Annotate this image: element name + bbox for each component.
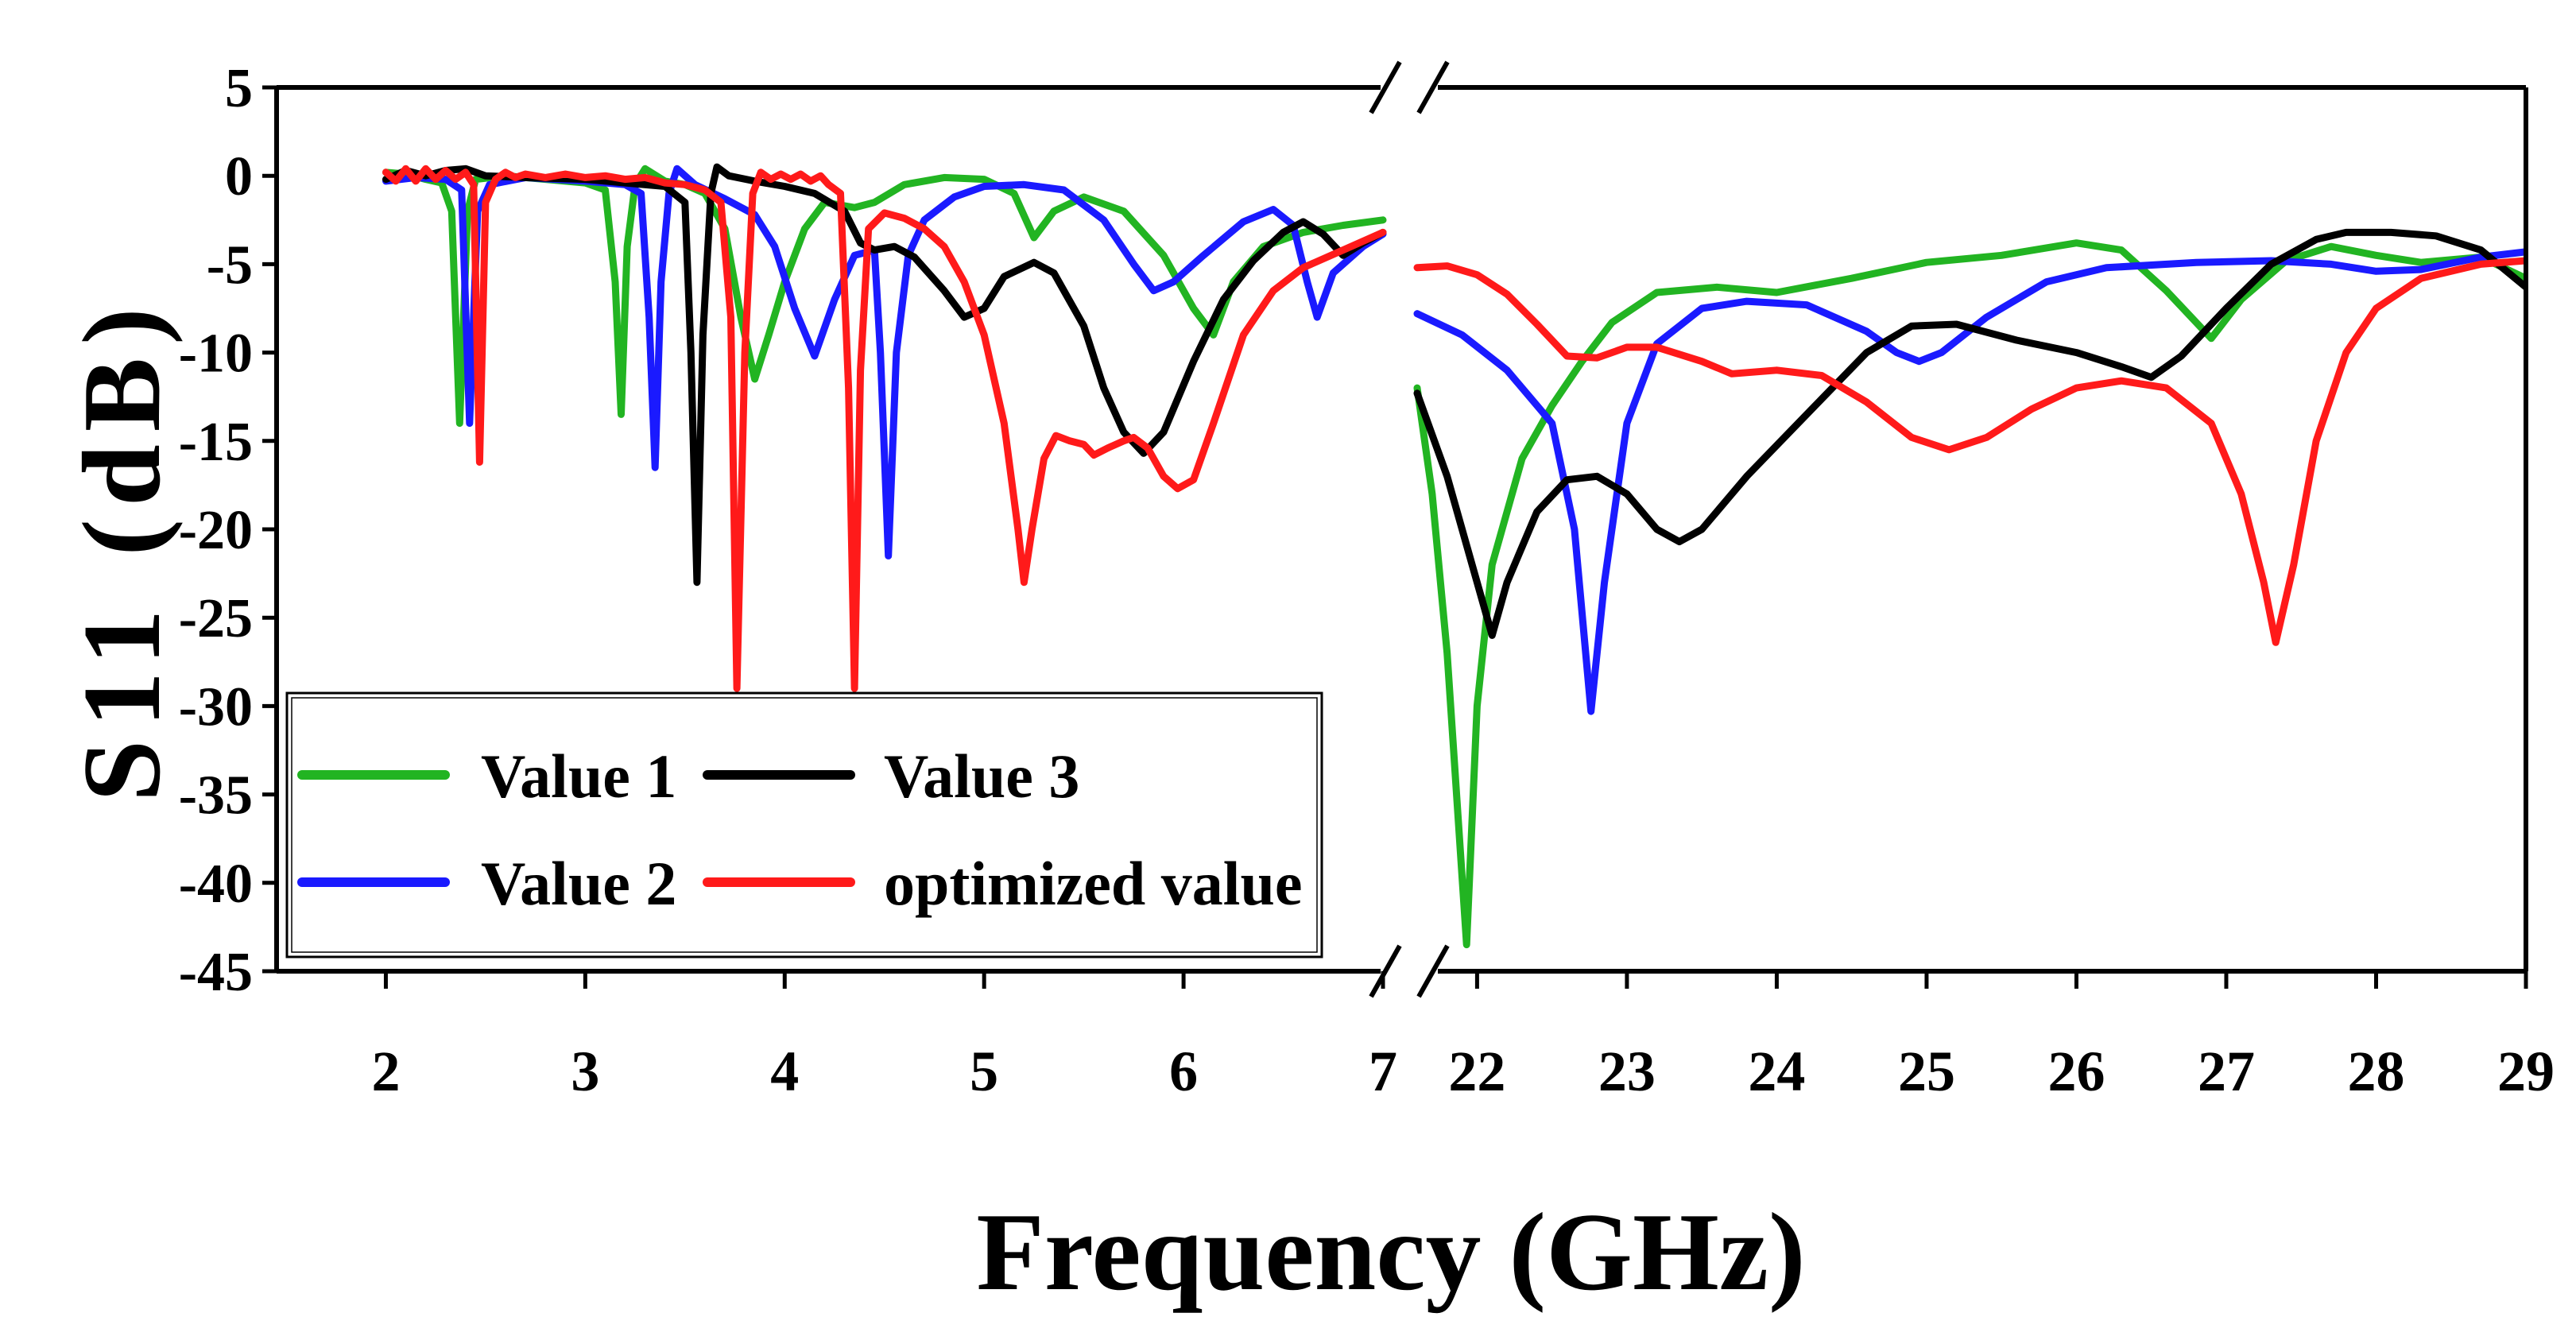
- y-tick-label: -15: [179, 412, 253, 473]
- y-tick-label: -40: [179, 854, 253, 915]
- y-tick-label: -45: [179, 942, 253, 1003]
- y-tick-label: -30: [179, 676, 253, 738]
- x-tick-label: 6: [1169, 1040, 1198, 1103]
- series-line-optimized-value-segment-2: [1413, 257, 2524, 646]
- legend: Value 1 Value 3 Value 2 optimized value: [285, 691, 1323, 959]
- legend-label-value-1: Value 1: [481, 742, 676, 811]
- x-tick-label: 2: [371, 1040, 400, 1103]
- legend-box-inner: [291, 697, 1318, 953]
- series-line-value-3-segment-2: [1413, 228, 2524, 639]
- x-axis-title: Frequency (GHz): [976, 1191, 1805, 1314]
- y-tick-label: -10: [179, 323, 253, 385]
- x-tick-label: 4: [770, 1040, 799, 1103]
- x-tick-label: 28: [2347, 1040, 2404, 1103]
- series-line-value-2-segment-2: [1413, 248, 2524, 715]
- y-tick-label: -20: [179, 500, 253, 561]
- series-layer: [382, 163, 2524, 949]
- x-tick-label: 29: [2497, 1040, 2555, 1103]
- x-tick-label: 23: [1598, 1040, 1656, 1103]
- x-tick-label: 27: [2198, 1040, 2255, 1103]
- x-tick-label: 5: [970, 1040, 998, 1103]
- y-axis-title: S11 (dB): [60, 295, 184, 802]
- y-tick-label: 5: [225, 58, 253, 119]
- legend-label-optimized-value: optimized value: [884, 849, 1302, 918]
- axis-break-mark: [1416, 944, 1450, 998]
- axis-break-mark: [1369, 944, 1402, 998]
- x-tick-label: 24: [1748, 1040, 1805, 1103]
- y-tick-label: -35: [179, 765, 253, 827]
- axis-break-mark: [1369, 60, 1402, 114]
- series-line-value-1-segment-2: [1413, 239, 2524, 949]
- x-tick-label: 3: [571, 1040, 599, 1103]
- y-tick-label: -5: [207, 234, 253, 296]
- legend-label-value-2: Value 2: [481, 849, 676, 918]
- x-tick-label: 7: [1369, 1040, 1397, 1103]
- x-tick-label: 26: [2047, 1040, 2105, 1103]
- y-tick-label: -25: [179, 588, 253, 649]
- axis-layer: 50-5-10-15-20-25-30-35-40-452 3 4 5 6 7 22 23 24…: [179, 58, 2555, 1103]
- x-tick-label: 25: [1898, 1040, 1955, 1103]
- y-tick-label: 0: [225, 146, 253, 207]
- series-line-optimized-value-segment-1: [382, 165, 1387, 692]
- x-tick-label: 22: [1448, 1040, 1505, 1103]
- legend-box: [285, 691, 1323, 959]
- axis-break-mark: [1416, 60, 1450, 114]
- series-line-value-3-segment-1: [382, 163, 1387, 587]
- legend-label-value-3: Value 3: [884, 742, 1079, 811]
